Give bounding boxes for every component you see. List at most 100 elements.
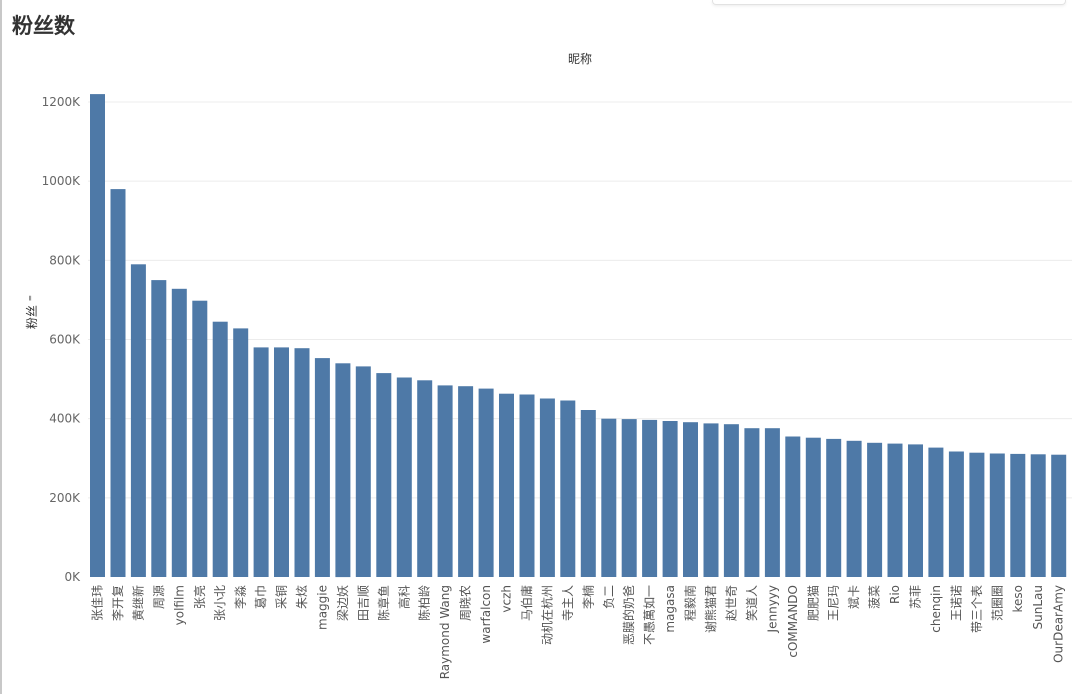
x-tick-label: 黄继新 (130, 585, 145, 621)
x-tick-label: 肥肥猫 (806, 585, 820, 621)
bar[interactable] (396, 377, 412, 578)
x-tick-label: 恶膜的奶爸 (621, 585, 636, 645)
bar[interactable] (437, 385, 453, 577)
bar[interactable] (723, 424, 739, 577)
x-tick-label: 周源 (152, 585, 166, 609)
x-tick-label: 李开复 (110, 585, 125, 621)
bar[interactable] (1051, 454, 1067, 577)
y-tick-label: 800K (49, 253, 81, 267)
bar[interactable] (826, 438, 842, 577)
x-tick-label: vczh (500, 585, 514, 613)
x-tick-label: Raymond Wang (438, 585, 452, 679)
bar[interactable] (519, 394, 535, 578)
bar[interactable] (580, 410, 596, 577)
x-tick-label: 寺主人 (561, 585, 575, 621)
bar[interactable] (458, 386, 474, 577)
x-tick-label: 笑道人 (744, 585, 759, 621)
x-tick-label: Jennyyy (765, 585, 779, 633)
bar[interactable] (233, 328, 249, 577)
x-tick-label: 葛巾 (254, 585, 268, 609)
bar[interactable] (703, 423, 719, 577)
x-tick-label: warfalcon (479, 585, 493, 644)
bars (90, 94, 1067, 578)
bar[interactable] (805, 437, 821, 577)
x-tick-label: 谢熊猫君 (703, 585, 718, 633)
x-tick-label: 陈柏龄 (417, 585, 432, 621)
x-tick-label: 斌卡 (847, 585, 861, 609)
bar[interactable] (621, 419, 637, 577)
x-tick-label: 李淼 (233, 585, 248, 609)
y-axis-title: 粉丝 ⁼ (25, 295, 39, 329)
x-tick-label: 张小北 (213, 585, 227, 621)
bar[interactable] (887, 443, 903, 577)
bar[interactable] (171, 288, 187, 577)
x-tick-label: 田吉顺 (356, 585, 370, 621)
y-tick-label: 600K (49, 333, 81, 347)
bar[interactable] (417, 380, 433, 577)
bar[interactable] (928, 447, 944, 577)
bar[interactable] (539, 398, 555, 578)
y-tick-label: 1200K (42, 95, 82, 109)
x-tick-label: 苏菲 (909, 585, 923, 609)
y-tick-label: 0K (64, 570, 81, 584)
x-tick-label: 张佳玮 (91, 585, 105, 621)
x-tick-label: chenqin (929, 585, 943, 633)
x-tick-label: Rio (888, 585, 902, 604)
x-tick-label: 李楠 (580, 585, 595, 609)
bar[interactable] (948, 451, 964, 578)
x-tick-label: 程毅南 (683, 585, 698, 621)
bar[interactable] (908, 444, 923, 577)
x-tick-label: 动机在杭州 (539, 585, 554, 645)
top-filter-box[interactable] (712, 0, 1066, 5)
bar[interactable] (274, 347, 289, 577)
y-tick-label: 1000K (42, 174, 82, 188)
bar[interactable] (151, 280, 167, 577)
bar[interactable] (110, 189, 126, 577)
bar[interactable] (846, 440, 862, 577)
bar[interactable] (744, 428, 760, 577)
bar[interactable] (560, 400, 576, 578)
bar[interactable] (253, 347, 269, 577)
y-tick-label: 400K (49, 412, 81, 426)
x-tick-label: 朱炫 (294, 585, 309, 609)
bar[interactable] (314, 358, 330, 577)
x-tick-label: 马伯庸 (519, 585, 534, 621)
bar[interactable] (335, 363, 351, 578)
bar[interactable] (1030, 454, 1046, 577)
x-tick-label: 赵世奇 (724, 585, 738, 621)
y-axis-ticks: 0K 200K 400K 600K 800K 1000K 1200K (42, 95, 82, 584)
x-tick-label: 王诺诺 (949, 585, 963, 621)
x-tick-label: 周晓农 (459, 585, 473, 621)
x-tick-label: cOMMANDO (786, 585, 800, 658)
x-tick-label: OurDearAmy (1052, 585, 1066, 663)
x-tick-label: maggie (315, 585, 329, 630)
bar[interactable] (130, 264, 146, 577)
bar[interactable] (192, 300, 208, 577)
x-tick-label: 带三个表 (970, 585, 984, 633)
bar[interactable] (989, 453, 1005, 578)
x-tick-label: SunLau (1031, 585, 1045, 629)
bar[interactable] (867, 442, 883, 577)
bar[interactable] (642, 419, 658, 577)
x-tick-label: 负二 (602, 585, 616, 609)
bar[interactable] (764, 428, 780, 577)
bar[interactable] (1010, 453, 1026, 577)
bar[interactable] (355, 366, 371, 577)
bar[interactable] (499, 393, 514, 577)
bar[interactable] (294, 348, 310, 577)
bar[interactable] (785, 436, 801, 578)
x-tick-label: 范圈圈 (990, 585, 1004, 621)
bar[interactable] (662, 421, 678, 577)
bar[interactable] (601, 418, 617, 577)
x-tick-label: 高科 (396, 585, 411, 609)
bar[interactable] (212, 321, 228, 577)
x-tick-label: keso (1011, 585, 1025, 613)
bar[interactable] (478, 388, 494, 577)
x-tick-label: 采铜 (274, 585, 289, 609)
x-axis-ticks: 张佳玮 李开复 黄继新 周源 yolfilm 张亮 张小北 李淼 葛巾 采铜 朱炫 maggie 梁边妖… (91, 585, 1066, 679)
bar[interactable] (969, 452, 985, 577)
x-tick-label: 张亮 (192, 585, 207, 609)
bar[interactable] (683, 422, 698, 577)
bar[interactable] (376, 373, 392, 577)
bar[interactable] (90, 94, 105, 577)
